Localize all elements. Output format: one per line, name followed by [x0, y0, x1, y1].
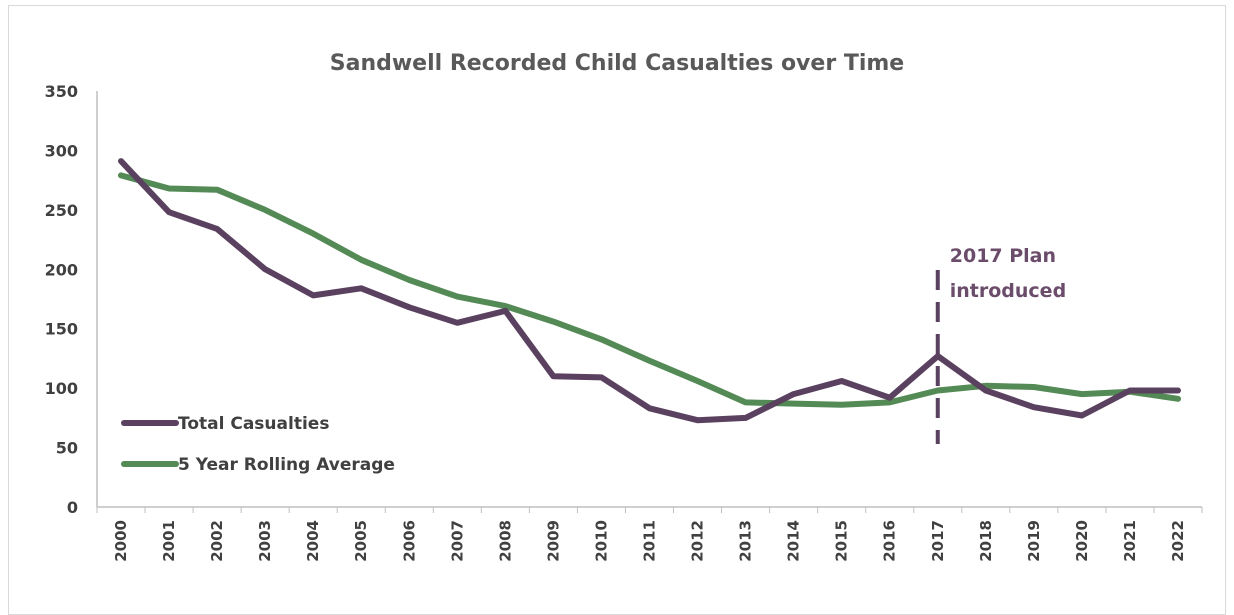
x-tick-label: 2016: [881, 520, 899, 562]
annotation-layer: 2017 Plan introduced: [935, 245, 1066, 444]
x-tick-label: 2012: [689, 520, 707, 562]
x-tick-label: 2013: [737, 520, 755, 562]
x-tick-label: 2020: [1073, 520, 1091, 562]
line-chart: Sandwell Recorded Child Casualties over …: [45, 51, 1203, 562]
y-tick-label: 200: [45, 260, 78, 279]
y-tick-label: 150: [45, 320, 78, 339]
series-layer: [118, 158, 1181, 424]
y-tick-label: 50: [56, 439, 78, 458]
x-tick-label: 2009: [544, 520, 562, 562]
x-tick-label: 2014: [785, 520, 803, 562]
x-axis: 2000 2001 2002 2003 2004 2005 2006 2007 2008 2009…: [96, 506, 1203, 562]
y-tick-label: 0: [67, 498, 78, 517]
series-line-5-year-rolling-average: [118, 172, 1181, 408]
legend-label: 5 Year Rolling Average: [178, 455, 395, 475]
x-tick-label: 2010: [592, 520, 610, 562]
annotation-label-line2: introduced: [950, 280, 1066, 302]
x-tick-label: 2007: [448, 520, 466, 562]
x-tick-label: 2001: [160, 520, 178, 562]
x-tick-label: 2017: [929, 520, 947, 562]
series-line-total-casualties: [118, 158, 1181, 424]
x-tick-label: 2011: [641, 520, 659, 562]
y-tick-label: 250: [45, 201, 78, 220]
x-tick-label: 2006: [400, 520, 418, 562]
x-tick-label: 2002: [208, 520, 226, 562]
x-tick-label: 2003: [256, 520, 274, 562]
x-tick-label: 2021: [1121, 520, 1139, 562]
x-tick-label: 2004: [304, 520, 322, 562]
y-tick-label: 300: [45, 141, 78, 160]
y-tick-label: 350: [45, 82, 78, 101]
x-tick-label: 2008: [496, 520, 514, 562]
legend-label: Total Casualties: [178, 414, 329, 434]
x-tick-label: 2005: [352, 520, 370, 562]
chart-title: Sandwell Recorded Child Casualties over …: [330, 51, 904, 76]
legend: Total Casualties 5 Year Rolling Average: [121, 414, 395, 475]
y-axis: 0 50 100 150 200 250 300 350: [45, 82, 98, 517]
x-tick-label: 2018: [977, 520, 995, 562]
x-tick-label: 2022: [1169, 520, 1187, 562]
annotation-label-line1: 2017 Plan: [950, 245, 1056, 267]
y-tick-label: 100: [45, 379, 78, 398]
chart-frame: [8, 5, 1226, 615]
x-tick-label: 2019: [1025, 520, 1043, 562]
x-tick-label: 2000: [112, 520, 130, 562]
x-tick-label: 2015: [833, 520, 851, 562]
